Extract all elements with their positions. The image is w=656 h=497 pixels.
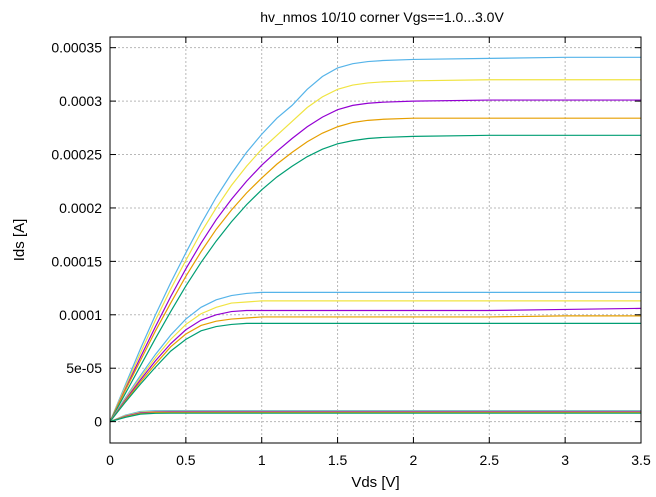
series-line-6 (109, 291, 641, 422)
series-line-14 (109, 411, 641, 423)
x-tick-label: 0.5 (176, 452, 196, 468)
series-line-7 (109, 300, 641, 422)
y-tick-label: 0.00015 (51, 253, 102, 269)
x-tick-label: 1 (258, 452, 266, 468)
series-line-3 (109, 99, 641, 422)
y-tick-label: 0.00035 (51, 40, 102, 56)
chart-title: hv_nmos 10/10 corner Vgs==1.0...3.0V (260, 9, 504, 25)
series-line-9 (109, 315, 641, 422)
y-tick-label: 0.0001 (59, 307, 102, 323)
y-tick-label: 0 (94, 414, 102, 430)
plot-frame (109, 36, 642, 444)
y-tick-label: 0.00025 (51, 147, 102, 163)
x-tick-label: 3 (561, 452, 569, 468)
series-line-5 (109, 134, 641, 422)
x-tick-label: 0 (106, 452, 114, 468)
x-tick-label: 1.5 (328, 452, 348, 468)
y-axis-label: Ids [A] (11, 219, 28, 262)
series-line-15 (109, 412, 641, 423)
series-line-10 (109, 322, 641, 423)
y-tick-label: 5e-05 (66, 360, 102, 376)
series-line-4 (109, 117, 641, 422)
series-line-11 (109, 410, 641, 423)
x-tick-label: 2.5 (480, 452, 500, 468)
series-line-12 (109, 410, 641, 423)
x-axis-label: Vds [V] (351, 474, 399, 491)
x-tick-label: 2 (410, 452, 418, 468)
series-line-1 (109, 56, 641, 422)
series-group (109, 56, 642, 423)
x-tick-label: 3.5 (631, 452, 651, 468)
y-tick-label: 0.0003 (59, 93, 102, 109)
y-tick-label: 0.0002 (59, 200, 102, 216)
series-line-2 (109, 79, 641, 422)
ticks: 0 0.5 1 1.5 2 2.5 3 3.5 0 5e-05 0.0001 0.00015 0.000… (51, 37, 651, 468)
series-line-8 (109, 307, 642, 422)
